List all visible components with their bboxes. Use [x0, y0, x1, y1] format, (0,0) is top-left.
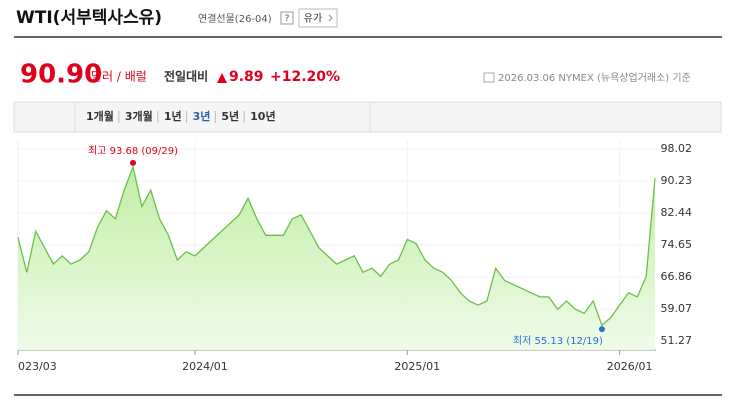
button[interactable]: 유가 [304, 13, 322, 25]
x-tick-label: 2024/01 [182, 360, 228, 373]
unit: 달러 / 배럴 [91, 70, 147, 84]
y-tick-label: 90.23 [661, 174, 693, 187]
help[interactable]: ? [285, 14, 290, 24]
tab[interactable]: 1개월 [86, 109, 114, 123]
max-point [130, 159, 137, 166]
x-tick-label: 023/03 [18, 360, 57, 373]
tab[interactable]: 10년 [250, 109, 275, 123]
area [18, 166, 655, 350]
max-label: 최고 93.68 (09/29) [88, 145, 178, 157]
x-tick-label: 2025/01 [394, 360, 440, 373]
tab-bar [13, 101, 722, 133]
x-tick-label: 2026/01 [607, 360, 653, 373]
y-tick-label: 74.65 [661, 238, 693, 251]
min-point [598, 326, 605, 333]
help-box[interactable] [280, 11, 294, 25]
source: 2026.03.06 NYMEX (뉴욕상업거래소) 기준 [498, 71, 691, 84]
y-tick-label: 59.07 [661, 302, 693, 315]
price: 90.90 [20, 60, 102, 90]
tab[interactable]: 3년 [193, 109, 211, 123]
button-box[interactable] [298, 8, 338, 28]
subtitle: 연결선물(26-04) [198, 13, 272, 25]
change-label: 전일대비 [164, 69, 208, 84]
min-label: 최저 55.13 (12/19) [513, 335, 603, 347]
title: WTI(서부텍사스유) [16, 8, 162, 28]
y-tick-label: 98.02 [661, 142, 693, 155]
line [17, 164, 656, 327]
change-pct: +12.20% [270, 69, 340, 85]
y-tick-label: 51.27 [661, 334, 693, 347]
tab[interactable]: 1년 [164, 109, 182, 123]
chevron [328, 14, 333, 22]
tab[interactable]: 3개월 [125, 109, 153, 123]
y-tick-label: 82.44 [661, 206, 693, 219]
change: 9.89 [229, 69, 264, 85]
source-icon [483, 72, 495, 83]
y-tick-label: 66.86 [661, 270, 693, 283]
tab[interactable]: 5년 [221, 109, 239, 123]
up-arrow [217, 73, 227, 83]
